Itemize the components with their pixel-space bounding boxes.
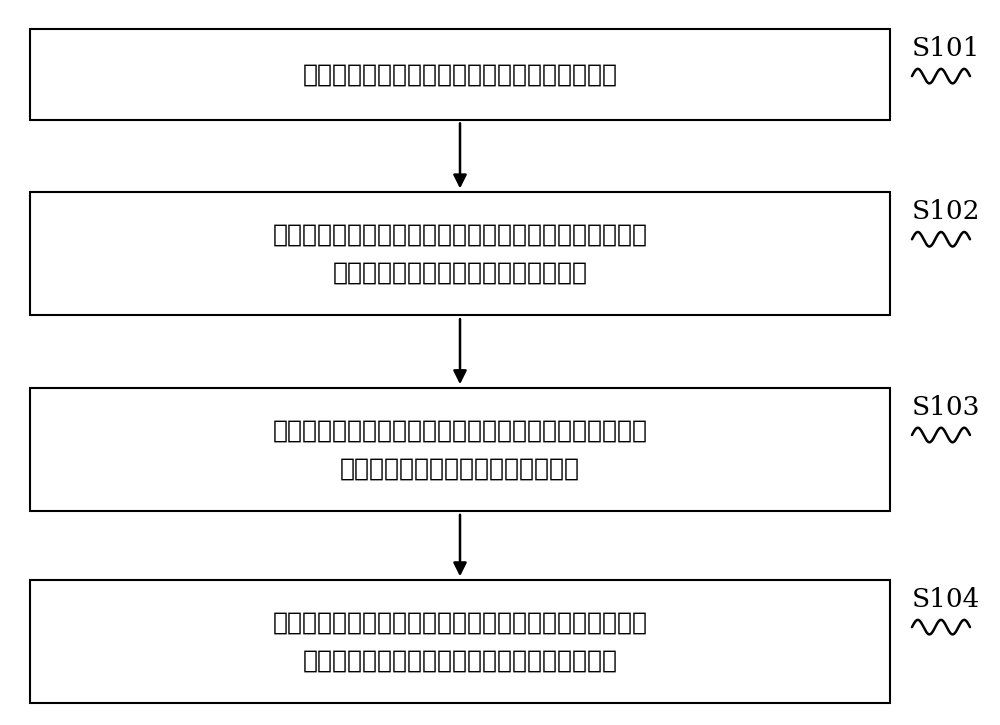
Text: 在以所述短轴为中心轴的一对参考锥体的锥面上，选取一
对手术入路与皮肤模型相交生成两个入路参考点: 在以所述短轴为中心轴的一对参考锥体的锥面上，选取一 对手术入路与皮肤模型相交生成… [272, 611, 648, 672]
Text: 通过所述最长径和所述短轴建立起一切面，并获取垂直于
所述切面且经过所述最长径的缝合面: 通过所述最长径和所述短轴建立起一切面，并获取垂直于 所述切面且经过所述最长径的缝… [272, 419, 648, 480]
Text: 根据肾脏模型和肿瘤模型的相交曲线，计算所述相交曲线
的最长径以及垂直于所述最长径的短轴: 根据肾脏模型和肿瘤模型的相交曲线，计算所述相交曲线 的最长径以及垂直于所述最长径… [272, 223, 648, 284]
Bar [30, 192, 890, 315]
Bar [30, 29, 890, 120]
Bar [30, 580, 890, 703]
Text: 分别获取患者对应肾脏、肿瘤和皮肤的三维模型: 分别获取患者对应肾脏、肿瘤和皮肤的三维模型 [302, 62, 618, 86]
Text: S101: S101 [912, 36, 980, 61]
Text: S104: S104 [912, 587, 980, 612]
Text: S103: S103 [912, 395, 980, 420]
Text: S102: S102 [912, 199, 980, 224]
Bar [30, 388, 890, 511]
